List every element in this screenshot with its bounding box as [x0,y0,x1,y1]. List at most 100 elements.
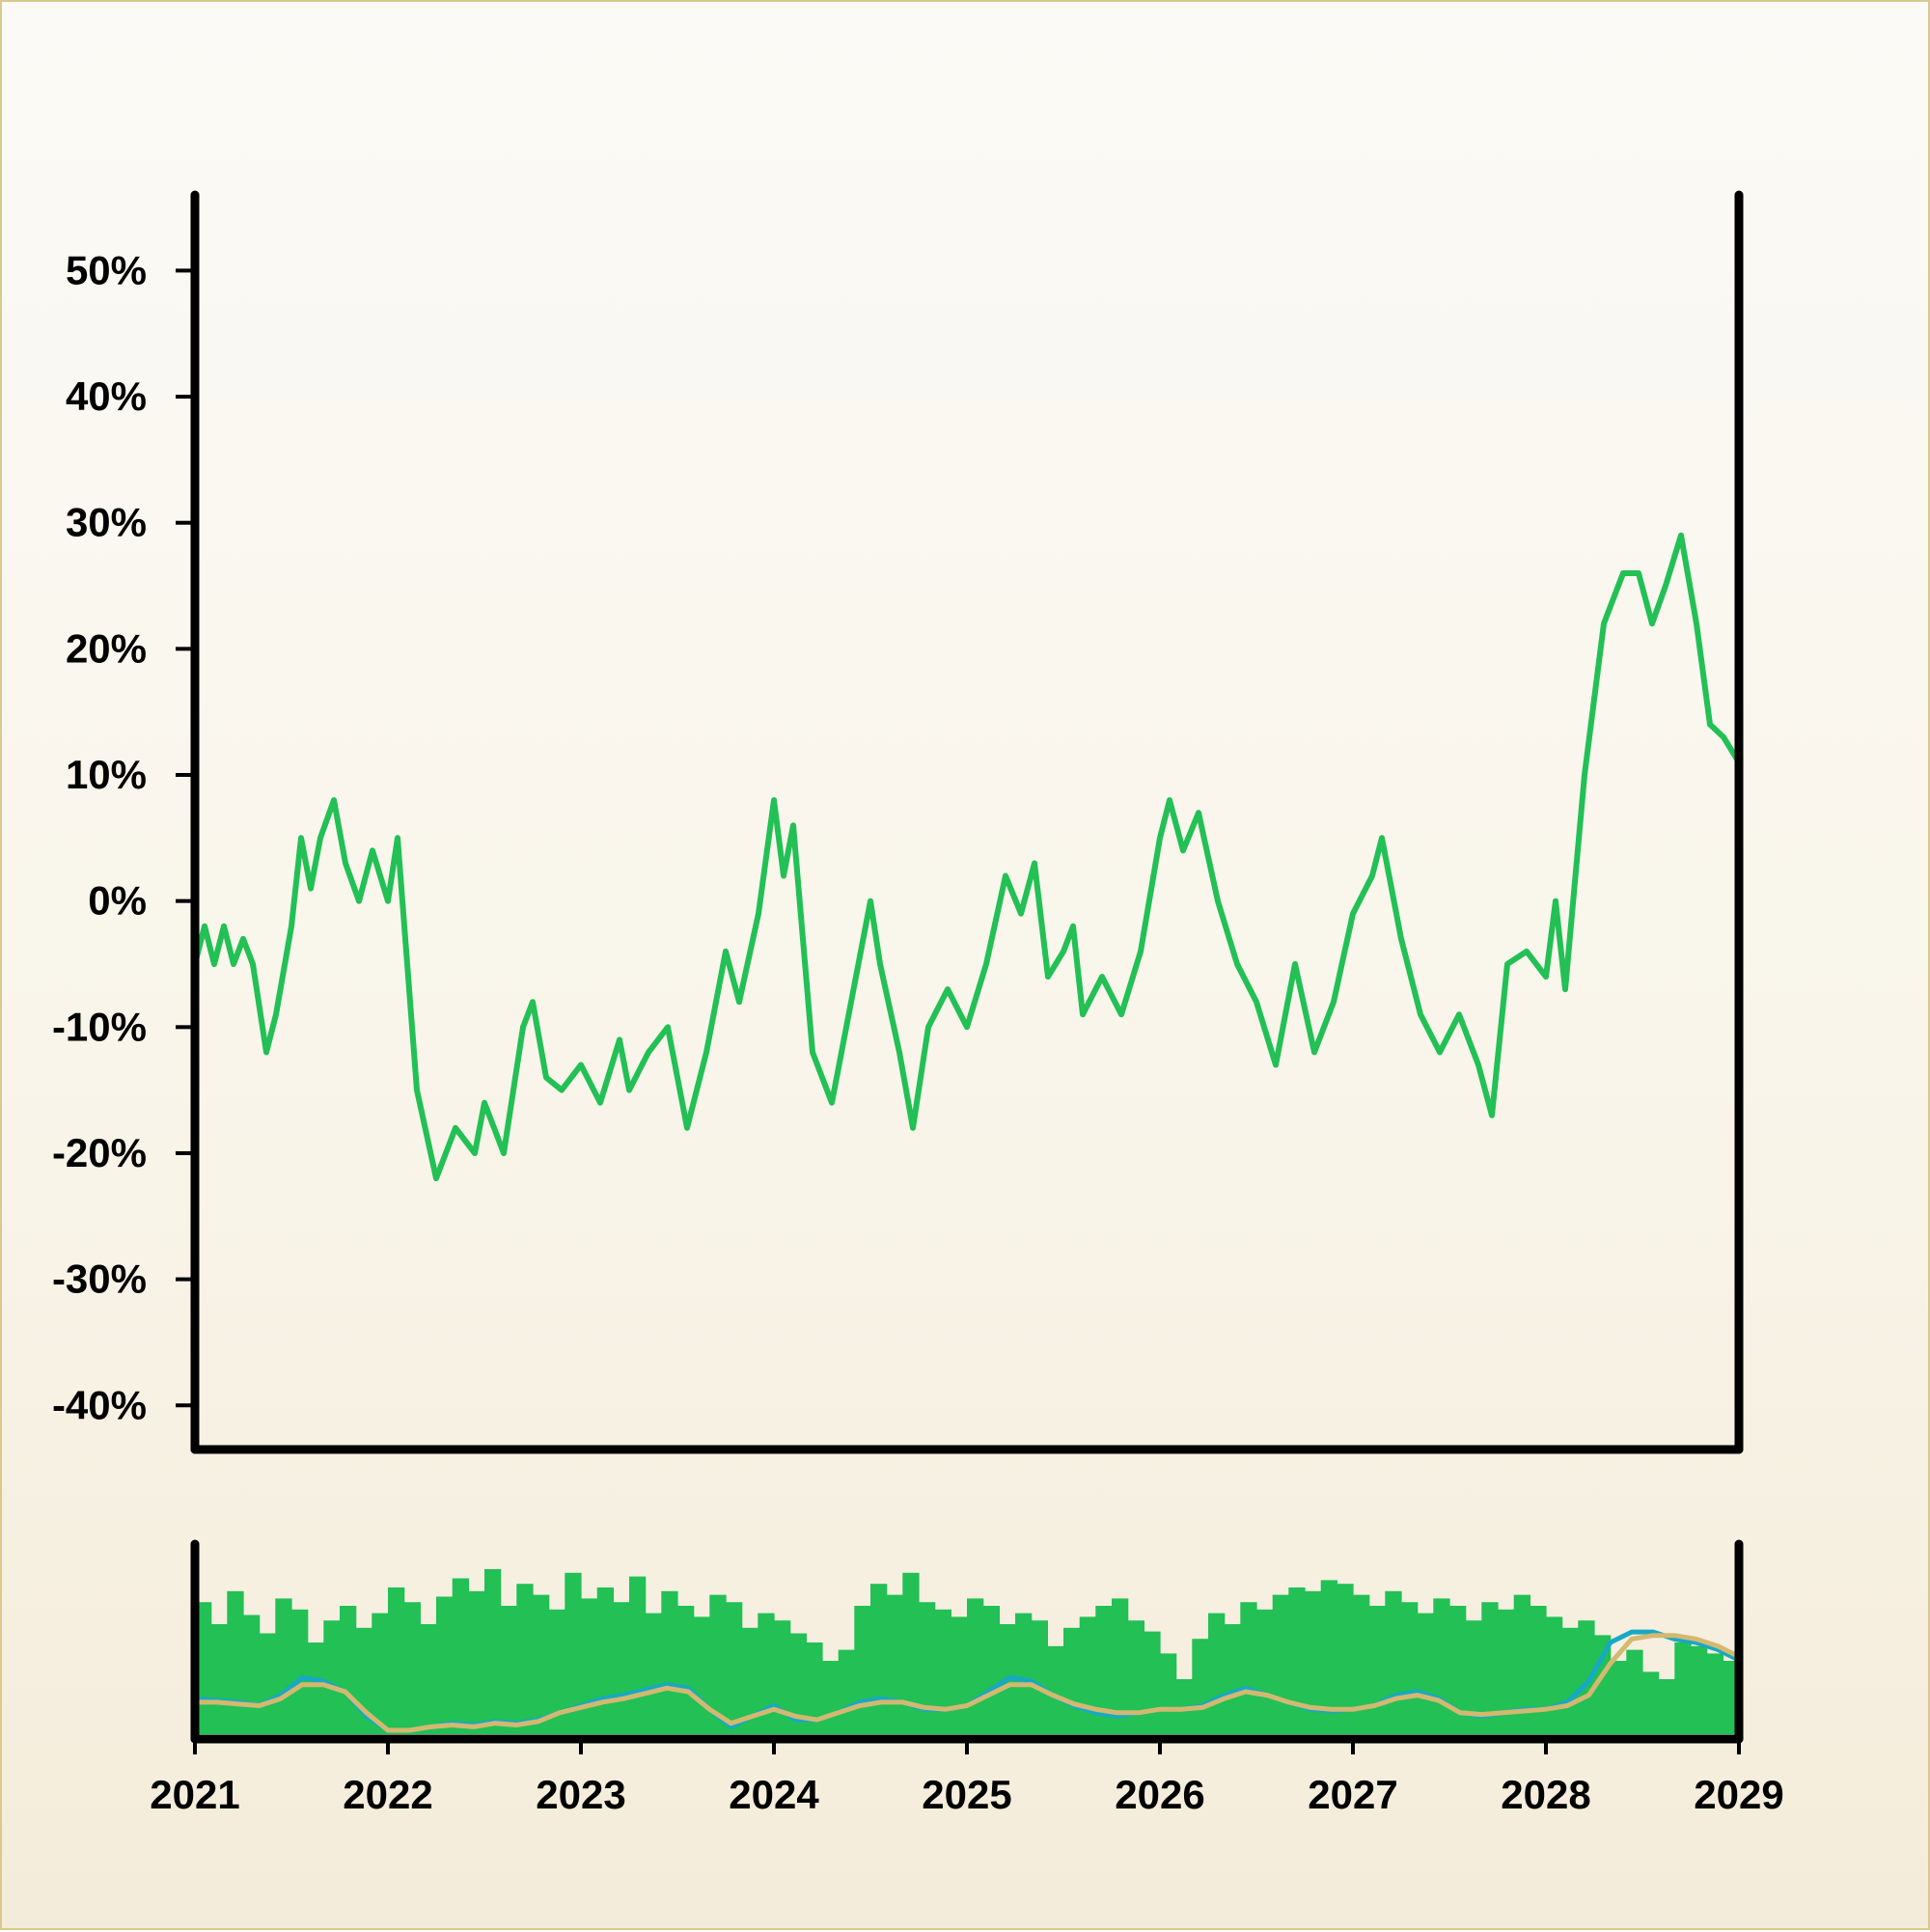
y-tick-label: 20% [66,625,147,671]
volume-bar [1513,1594,1530,1734]
volume-bar [548,1609,565,1734]
volume-bar [372,1613,389,1734]
volume-panel: 2021 2022 2023 2024 2025 2026 2027 2028 2029 [150,1539,1784,1817]
volume-bar [1658,1679,1675,1734]
volume-bar [1256,1609,1274,1734]
volume-bar [1706,1653,1723,1734]
volume-bar [613,1602,630,1734]
volume-bar [1160,1653,1177,1734]
volume-bar [1112,1598,1129,1734]
volume-bar [758,1613,775,1734]
volume-bar [934,1609,951,1734]
volume-bar [259,1633,276,1734]
y-tick-label: 10% [66,752,147,797]
volume-bar [838,1649,855,1734]
volume-bar [1353,1594,1370,1734]
volume-bar [484,1569,502,1734]
volume-bar [1481,1602,1499,1734]
volume-bar [967,1598,984,1734]
volume-bar [581,1598,598,1734]
x-tick-label: 2021 [150,1772,239,1817]
volume-bar [340,1606,357,1734]
volume-bar [1192,1639,1209,1734]
volume-bar [323,1620,341,1734]
volume-bar [307,1642,324,1734]
price-panel: 50% 40% 30% 20% 10% 0% -10% -20% -30% -40% [52,190,1744,1454]
volume-bar [1578,1620,1595,1734]
volume-bar [1208,1613,1226,1734]
volume-bar [726,1602,743,1734]
volume-bar [1368,1606,1386,1734]
volume-bar [661,1590,678,1734]
moving-average-slow-line [195,1633,1741,1733]
volume-bar [1224,1624,1241,1734]
volume-bar [1320,1580,1337,1734]
volume-bar [1546,1616,1563,1734]
series-line [192,532,1742,1182]
volume-bar [420,1624,437,1734]
volume-bar [741,1627,758,1734]
volume-bar [709,1594,727,1734]
volume-bar [1031,1620,1048,1734]
volume-bar [1127,1620,1144,1734]
volume-bar [789,1633,807,1734]
volume-bar [468,1590,485,1734]
volume-bar [806,1642,823,1734]
volume-bar [1015,1613,1033,1734]
volume-bar [243,1615,261,1734]
x-tick-label: 2026 [1115,1772,1204,1817]
y-tick-label: 50% [66,247,147,292]
volume-bar [403,1602,421,1734]
x-tick-label: 2023 [536,1772,625,1817]
volume-bar [1063,1627,1081,1734]
volume-bar [886,1594,903,1734]
volume-bar [982,1606,1000,1734]
volume-bar [533,1594,550,1734]
volume-bar [1498,1609,1515,1734]
volume-bar [693,1616,710,1734]
volume-bar [1240,1602,1257,1734]
volume-bar [516,1584,534,1734]
volume-bar [1465,1620,1482,1734]
volume-bar [1305,1590,1322,1734]
volume-bar [1449,1606,1467,1734]
volume-bar [500,1606,517,1734]
y-tick-label: 30% [66,500,147,545]
volume-bar [210,1624,228,1734]
volume-bar [436,1596,454,1734]
volume-bar [1095,1606,1113,1734]
volume-bar [1530,1606,1547,1734]
x-tick-label: 2029 [1694,1772,1783,1817]
volume-bar [1272,1594,1289,1734]
volume-bar [1401,1602,1419,1734]
y-tick-label: -40% [52,1382,147,1427]
y-tick-label: 0% [88,878,147,924]
volume-bar [227,1590,244,1734]
volume-bar [1288,1587,1306,1734]
volume-bar [565,1572,582,1734]
volume-bar [919,1602,936,1734]
y-tick-label: -30% [52,1256,147,1302]
volume-bar [388,1587,405,1734]
volume-bar [677,1606,695,1734]
volume-bar [870,1584,888,1734]
volume-bar [1561,1627,1579,1734]
volume-bar [1626,1649,1643,1734]
y-tick-label: -10% [52,1004,147,1049]
volume-bars [195,1569,1740,1734]
volume-bar [1433,1598,1450,1734]
volume-bar [854,1606,871,1734]
volume-bar [1674,1642,1692,1734]
volume-bar [1385,1590,1402,1734]
volume-bar [1337,1584,1354,1734]
volume-bar [951,1616,968,1734]
volume-bar [1144,1631,1161,1734]
x-tick-label: 2028 [1501,1772,1590,1817]
volume-bar [1642,1671,1660,1734]
y-axis-ticks: 50% 40% 30% 20% 10% 0% -10% -20% -30% -40% [52,247,191,1427]
volume-bar [629,1576,647,1734]
volume-bar [1691,1645,1708,1734]
volume-bar [1417,1613,1434,1734]
